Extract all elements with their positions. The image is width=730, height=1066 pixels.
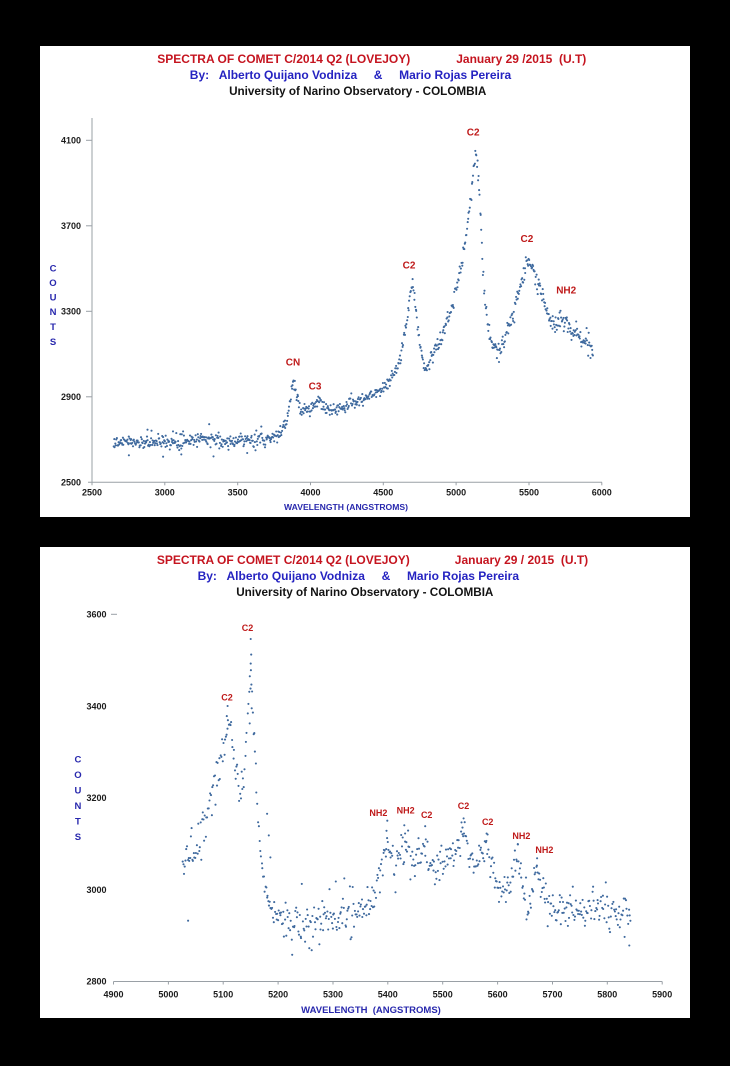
svg-text:2500: 2500: [82, 488, 102, 498]
svg-text:5300: 5300: [323, 989, 343, 999]
svg-text:U: U: [74, 786, 81, 797]
svg-text:5100: 5100: [213, 989, 233, 999]
svg-text:C2: C2: [467, 128, 480, 139]
svg-text:C2: C2: [242, 623, 254, 633]
svg-text:NH2: NH2: [512, 831, 530, 841]
svg-text:6000: 6000: [592, 488, 612, 498]
svg-text:3000: 3000: [155, 488, 175, 498]
svg-text:4100: 4100: [61, 136, 81, 146]
svg-text:3200: 3200: [86, 793, 106, 803]
svg-text:5500: 5500: [433, 989, 453, 999]
svg-text:4900: 4900: [103, 989, 123, 999]
svg-text:U: U: [50, 293, 57, 304]
svg-text:S: S: [50, 337, 56, 348]
svg-text:C: C: [50, 263, 57, 274]
svg-text:5000: 5000: [446, 488, 466, 498]
svg-text:C2: C2: [403, 260, 416, 271]
svg-text:N: N: [50, 307, 57, 318]
svg-text:C2: C2: [421, 810, 433, 820]
svg-text:N: N: [74, 801, 81, 812]
svg-text:5900: 5900: [652, 989, 672, 999]
svg-text:O: O: [49, 278, 56, 289]
svg-text:3000: 3000: [86, 885, 106, 895]
svg-text:WAVELENGTH (ANGSTROMS): WAVELENGTH (ANGSTROMS): [284, 502, 408, 512]
svg-text:4500: 4500: [373, 488, 393, 498]
svg-text:2900: 2900: [61, 392, 81, 402]
svg-text:NH2: NH2: [397, 806, 415, 816]
svg-text:C2: C2: [482, 817, 494, 827]
svg-text:NH2: NH2: [535, 845, 553, 855]
svg-text:5500: 5500: [519, 488, 539, 498]
svg-text:C2: C2: [458, 801, 470, 811]
svg-text:2800: 2800: [86, 977, 106, 987]
svg-text:5700: 5700: [542, 989, 562, 999]
svg-text:5200: 5200: [268, 989, 288, 999]
svg-text:C: C: [74, 755, 81, 766]
svg-text:CN: CN: [286, 358, 300, 369]
svg-text:4000: 4000: [300, 488, 320, 498]
svg-text:WAVELENGTH (ANGSTROMS): WAVELENGTH (ANGSTROMS): [301, 1005, 441, 1016]
svg-text:O: O: [74, 770, 81, 781]
svg-text:5000: 5000: [158, 989, 178, 999]
svg-text:5400: 5400: [378, 989, 398, 999]
svg-text:T: T: [75, 817, 81, 828]
svg-text:NH2: NH2: [369, 808, 387, 818]
svg-text:3400: 3400: [86, 701, 106, 711]
svg-text:3500: 3500: [228, 488, 248, 498]
svg-text:NH2: NH2: [556, 285, 576, 296]
svg-text:C2: C2: [521, 234, 534, 245]
svg-text:3700: 3700: [61, 221, 81, 231]
svg-text:C3: C3: [309, 382, 322, 393]
svg-text:2500: 2500: [61, 478, 81, 488]
svg-text:3600: 3600: [86, 610, 106, 620]
svg-text:5800: 5800: [597, 989, 617, 999]
svg-text:C2: C2: [221, 693, 233, 703]
svg-text:3300: 3300: [61, 307, 81, 317]
svg-text:5600: 5600: [488, 989, 508, 999]
svg-text:S: S: [75, 832, 81, 843]
svg-text:T: T: [50, 322, 56, 333]
